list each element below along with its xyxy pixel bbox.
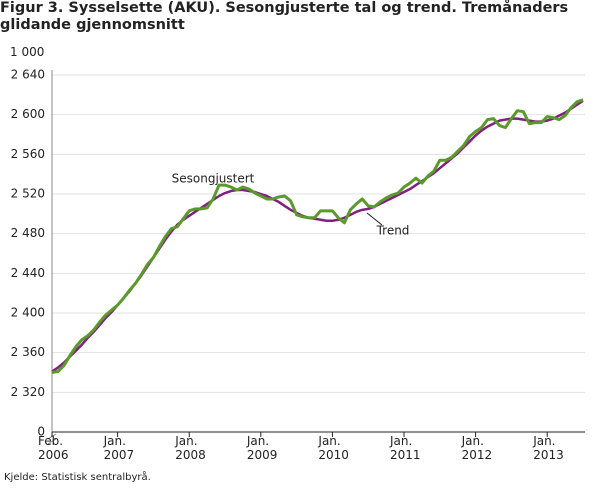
y-tick-label: 2 440	[11, 266, 45, 280]
axis-break	[48, 436, 56, 444]
y-tick-label: 2 640	[11, 68, 45, 82]
x-tick-label: Jan. 2007	[103, 434, 135, 462]
x-tick-label: Jan. 2011	[390, 434, 421, 462]
x-tick-label: Jan. 2009	[246, 434, 278, 462]
y-tick-label: 2 400	[11, 306, 45, 320]
y-tick-label: 0	[37, 425, 45, 439]
x-tick-label: Feb. 2006	[38, 434, 69, 462]
x-tick-label: Jan. 2013	[533, 434, 564, 462]
x-tick-label: Jan. 2008	[175, 434, 206, 462]
y-tick-label: 2 480	[11, 226, 45, 240]
y-tick-label: 2 600	[11, 107, 45, 121]
leader-line	[366, 212, 383, 226]
y-tick-label: 2 520	[11, 187, 45, 201]
series-line	[51, 99, 584, 373]
annotation: Trend	[376, 224, 410, 238]
annotation: Sesongjustert	[172, 172, 255, 186]
chart-title: Figur 3. Sysselsette (AKU). Sesongjuster…	[0, 0, 569, 33]
y-tick-label: 2 560	[11, 147, 45, 161]
x-tick-label: Jan. 2012	[461, 434, 493, 462]
source: Kjelde: Statistisk sentralbyrå.	[4, 472, 151, 483]
axis-break	[47, 438, 57, 445]
y-tick-label: 2 360	[11, 345, 45, 359]
series-line	[51, 98, 584, 374]
y-unit: 1 000	[10, 45, 45, 59]
x-tick-label: Jan. 2010	[318, 434, 349, 462]
y-tick-label: 2 320	[11, 385, 45, 399]
